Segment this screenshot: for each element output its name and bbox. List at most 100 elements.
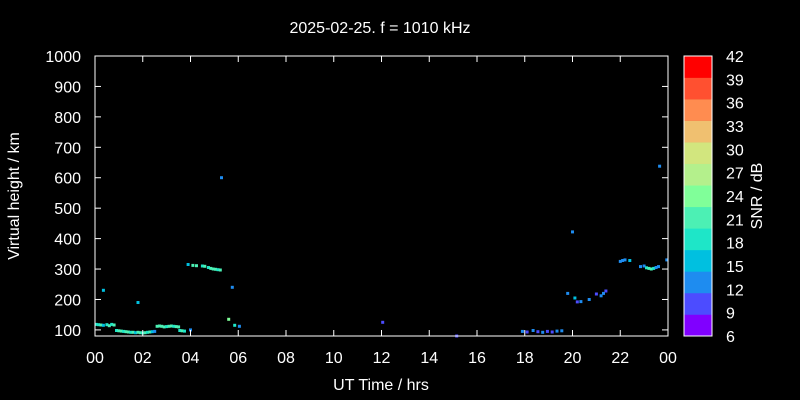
data-point — [550, 330, 554, 334]
data-point — [566, 291, 570, 295]
data-point — [183, 329, 186, 333]
data-point — [122, 329, 126, 333]
data-point — [230, 285, 234, 289]
data-point — [177, 325, 181, 329]
data-point — [657, 265, 660, 269]
data-point — [169, 324, 173, 328]
data-point — [160, 324, 164, 328]
colorbar-segment — [684, 314, 712, 337]
data-points — [94, 164, 669, 338]
data-point — [97, 323, 101, 327]
data-point — [647, 266, 651, 270]
data-point — [587, 298, 591, 301]
y-tick-label: 1000 — [45, 49, 81, 66]
x-tick-label: 04 — [182, 350, 200, 367]
data-point — [107, 324, 111, 328]
x-axis-label: UT Time / hrs — [333, 377, 429, 394]
colorbar-segment — [684, 163, 712, 186]
data-point — [599, 294, 603, 298]
data-point — [174, 325, 178, 329]
colorbar-segment — [684, 185, 712, 208]
data-point — [628, 259, 632, 262]
data-point — [195, 264, 198, 268]
data-point — [227, 317, 231, 321]
data-point — [115, 329, 118, 332]
data-point — [119, 329, 123, 333]
data-point — [101, 288, 105, 292]
chart-title: 2025-02-25. f = 1010 kHz — [289, 20, 470, 37]
data-point — [191, 263, 195, 267]
data-point — [178, 329, 182, 332]
x-tick-label: 02 — [134, 350, 152, 367]
data-point — [105, 323, 109, 327]
data-point — [101, 323, 105, 327]
colorbar-frame — [683, 55, 713, 337]
data-point — [541, 330, 545, 334]
y-tick-label: 400 — [54, 232, 81, 249]
data-point — [237, 324, 241, 328]
colorbar-tick-label: 39 — [726, 72, 744, 89]
data-point — [167, 324, 171, 328]
data-point — [652, 266, 656, 270]
colorbar-segment — [684, 228, 712, 251]
colorbar-tick-label: 24 — [726, 189, 744, 206]
data-point — [146, 330, 149, 334]
x-tick-label: 06 — [229, 350, 247, 367]
colorbar-tick-label: 9 — [726, 306, 735, 323]
data-point — [618, 259, 622, 263]
data-point — [172, 324, 176, 328]
data-point — [94, 322, 98, 326]
data-point — [645, 266, 648, 270]
data-point — [654, 266, 658, 269]
y-tick-label: 100 — [54, 323, 81, 340]
colorbar-tick-label: 6 — [726, 329, 735, 346]
data-point — [165, 325, 169, 329]
colorbar-label: SNR / dB — [749, 163, 766, 230]
data-point — [560, 329, 564, 333]
data-point — [573, 296, 577, 300]
x-tick-label: 00 — [86, 350, 104, 367]
colorbar: 6 9 12 15 18 21 24 27 30 33 36 39 42 — [683, 49, 744, 346]
data-point — [642, 264, 646, 268]
data-point — [180, 329, 184, 333]
colorbar-segment — [684, 120, 712, 143]
colorbar-segment — [684, 292, 712, 315]
x-tick-label: 08 — [277, 350, 295, 367]
data-point — [381, 320, 385, 324]
colorbar-tick-label: 15 — [726, 259, 744, 276]
data-point — [525, 330, 529, 334]
x-tick-label: 20 — [564, 350, 582, 367]
data-point — [623, 258, 627, 262]
data-point — [129, 330, 133, 334]
data-point — [186, 263, 190, 266]
data-point — [665, 258, 669, 262]
data-point — [136, 301, 140, 304]
data-point — [148, 330, 152, 334]
data-point — [604, 289, 608, 293]
y-tick-label: 700 — [54, 140, 81, 157]
data-point — [134, 331, 138, 335]
colorbar-segment — [684, 206, 712, 229]
x-tick-label: 22 — [611, 350, 629, 367]
x-tick-label: 12 — [373, 350, 391, 367]
colorbar-segment — [684, 99, 712, 121]
data-point — [594, 292, 598, 296]
data-point — [143, 331, 147, 335]
colorbar-tick-label: 33 — [726, 119, 744, 136]
data-point — [155, 324, 159, 328]
data-point — [189, 328, 192, 332]
y-axis-label: Virtual height / km — [6, 132, 23, 260]
colorbar-segment — [684, 77, 712, 100]
colorbar-tick-label: 30 — [726, 142, 744, 159]
data-point — [138, 331, 142, 335]
colorbar-tick-label: 42 — [726, 49, 744, 66]
data-point — [209, 266, 213, 270]
data-point — [211, 267, 215, 271]
y-tick-label: 200 — [54, 292, 81, 309]
data-point — [126, 330, 130, 334]
data-point — [200, 264, 204, 268]
data-point — [203, 264, 207, 268]
data-point — [536, 330, 540, 334]
data-point — [555, 329, 559, 333]
